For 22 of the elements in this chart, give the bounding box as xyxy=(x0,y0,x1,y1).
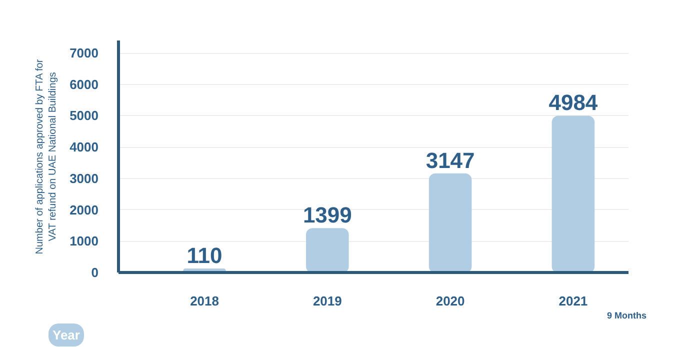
data-label: 3147 xyxy=(426,148,475,173)
y-tick-label: 5000 xyxy=(70,108,98,124)
x-tick-label: 2021 xyxy=(558,294,588,308)
y-tick-label: 2000 xyxy=(70,202,98,218)
y-tick-label: 7000 xyxy=(70,46,98,61)
y-axis-title: Number of applications approved by FTA for VAT refund on UAE National Buildings xyxy=(34,58,59,254)
x-tick-label: 2020 xyxy=(436,294,465,308)
y-tick-label: 6000 xyxy=(70,76,98,92)
data-label: 1399 xyxy=(302,202,352,228)
bar xyxy=(428,173,472,272)
x-tick-label: 2019 xyxy=(312,294,342,308)
data-label: 110 xyxy=(186,243,222,268)
y-tick-label: 0 xyxy=(91,265,99,280)
text: 9 Months xyxy=(607,310,646,320)
x-axis-title: Year xyxy=(52,328,80,342)
x-tick-label: 2018 xyxy=(190,294,219,308)
data-label: 4984 xyxy=(548,90,598,116)
y-tick-label: 1000 xyxy=(70,234,98,249)
y-tick-label: 3000 xyxy=(70,170,98,186)
y-tick-label: 4000 xyxy=(70,140,98,155)
bar xyxy=(552,116,595,272)
bar xyxy=(306,228,349,272)
